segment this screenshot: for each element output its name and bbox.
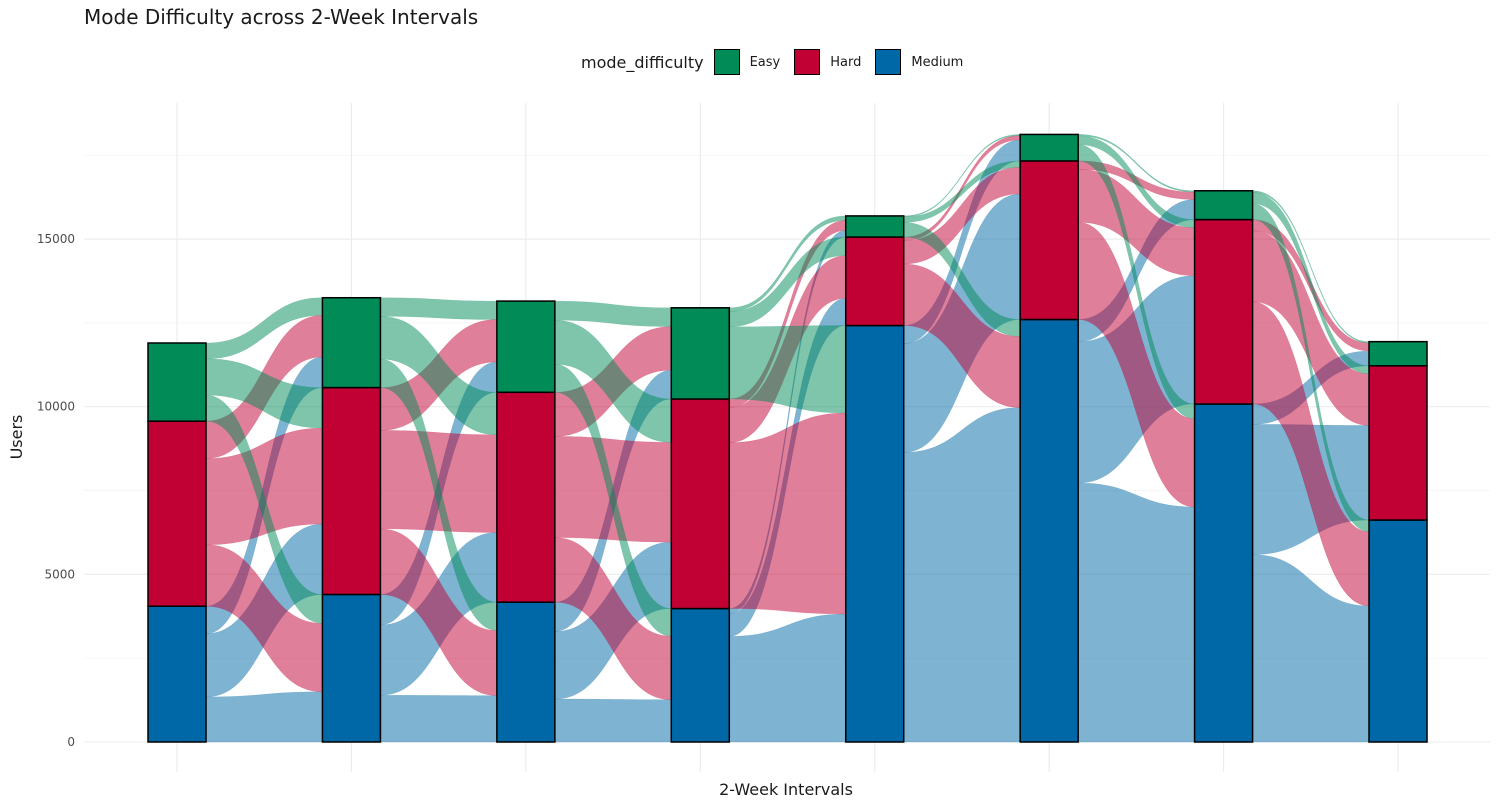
bar-easy-5[interactable] (844, 215, 905, 238)
bar-easy-2[interactable] (321, 296, 382, 389)
flow-easy-to-easy (380, 297, 498, 320)
bar-hard-5[interactable] (844, 236, 905, 327)
bar-hard-2[interactable] (321, 386, 382, 596)
chart-title: Mode Difficulty across 2-Week Intervals (84, 5, 479, 29)
bar-medium-7[interactable] (1193, 403, 1254, 743)
legend-label-hard: Hard (830, 54, 862, 70)
flow-medium-to-medium (1077, 482, 1195, 743)
y-tick-label: 15000 (37, 232, 75, 246)
bar-hard-7[interactable] (1193, 218, 1254, 405)
bar-medium-8[interactable] (1368, 519, 1428, 743)
legend-item-easy[interactable]: Easy (713, 49, 781, 75)
flow-medium-to-medium (903, 407, 1021, 743)
flow-medium-to-medium (554, 698, 672, 743)
bar-medium-2[interactable] (321, 593, 382, 743)
bar-hard-4[interactable] (670, 398, 731, 610)
legend-key-easy (713, 49, 740, 75)
legend: mode_difficulty Easy Hard Medium (581, 47, 977, 77)
bar-easy-7[interactable] (1193, 190, 1254, 221)
bar-easy-4[interactable] (670, 307, 731, 400)
legend-label-medium: Medium (911, 54, 964, 70)
bar-easy-3[interactable] (496, 300, 556, 394)
legend-key-medium (875, 49, 902, 75)
flow-medium-to-medium (205, 691, 323, 743)
bar-medium-1[interactable] (147, 605, 207, 743)
bar-hard-1[interactable] (147, 420, 207, 607)
legend-key-hard (794, 49, 821, 75)
flow-medium-to-medium (729, 613, 846, 743)
legend-item-medium[interactable]: Medium (875, 49, 963, 75)
bar-medium-5[interactable] (844, 324, 905, 743)
bar-medium-4[interactable] (670, 607, 731, 743)
x-axis-title: 2-Week Intervals (719, 780, 853, 799)
flow-medium-to-medium (380, 694, 498, 743)
bars (147, 133, 1428, 743)
y-axis: 0 5000 10000 15000 (37, 232, 75, 749)
y-tick-label: 5000 (44, 567, 75, 581)
flow-hard-to-medium (729, 412, 846, 615)
bar-easy-1[interactable] (147, 342, 207, 422)
bar-easy-6[interactable] (1019, 133, 1079, 162)
legend-label-easy: Easy (749, 54, 781, 70)
bar-hard-8[interactable] (1368, 365, 1428, 521)
legend-item-hard[interactable]: Hard (794, 49, 861, 75)
legend-title: mode_difficulty (581, 52, 704, 72)
bar-hard-6[interactable] (1019, 160, 1079, 321)
y-axis-title: Users (7, 415, 26, 460)
y-tick-label: 10000 (37, 400, 75, 414)
bar-medium-6[interactable] (1019, 318, 1079, 743)
bar-hard-3[interactable] (496, 391, 556, 603)
bar-easy-8[interactable] (1368, 340, 1428, 367)
y-tick-label: 0 (67, 735, 75, 749)
flows (205, 134, 1370, 743)
bar-medium-3[interactable] (496, 601, 556, 743)
